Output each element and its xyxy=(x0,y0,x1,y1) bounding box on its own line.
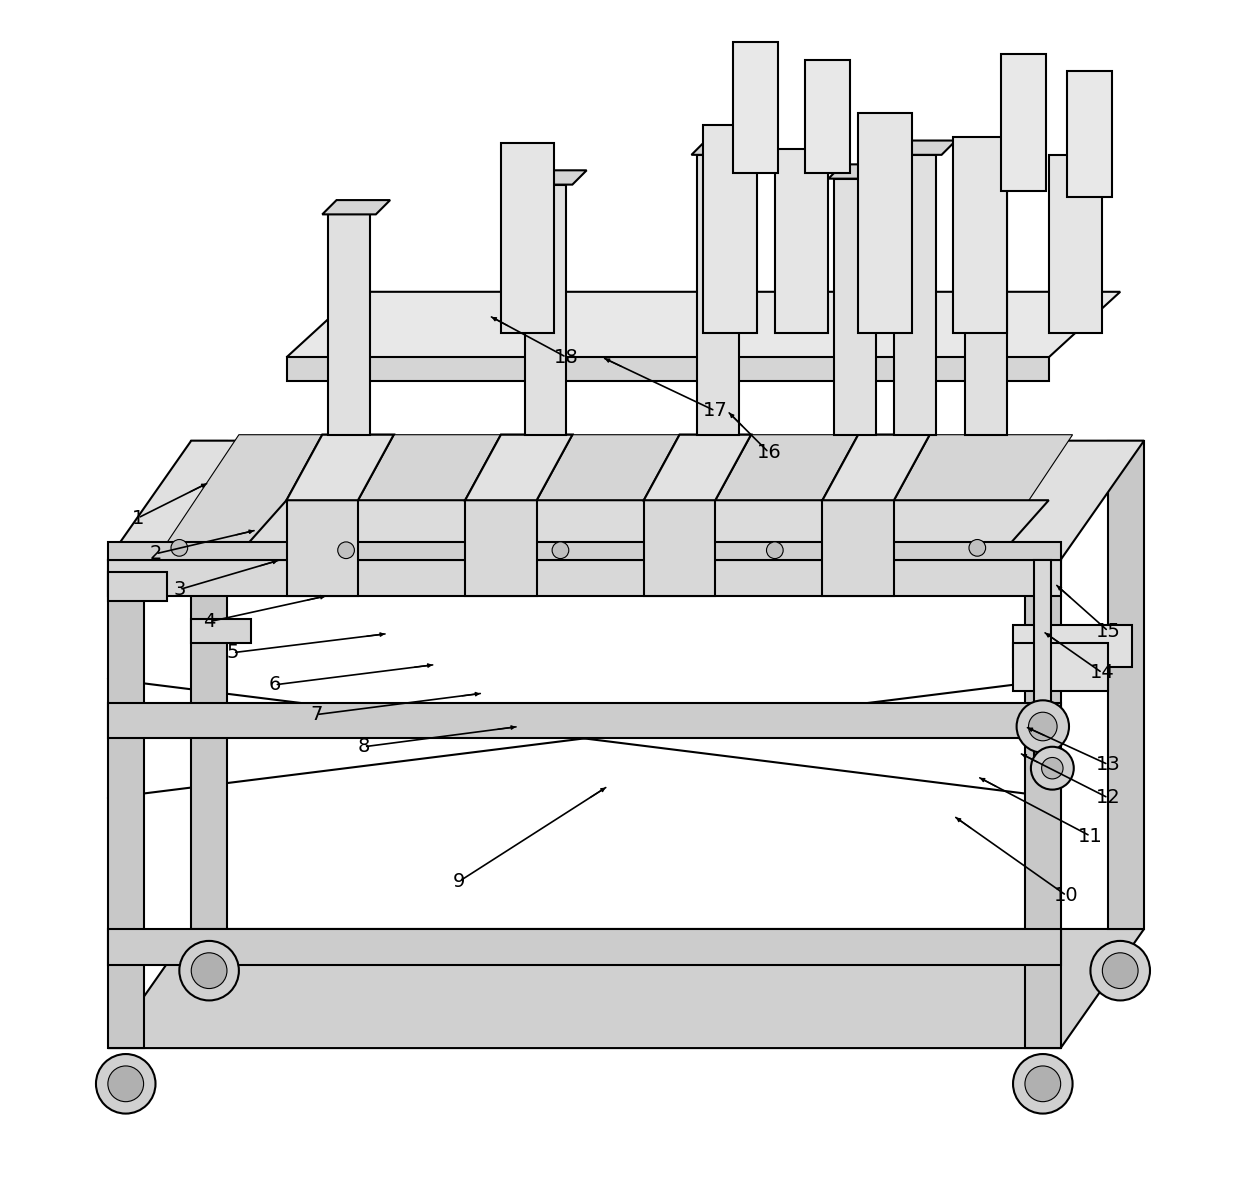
Circle shape xyxy=(1013,1054,1073,1114)
Polygon shape xyxy=(108,929,1145,1048)
Polygon shape xyxy=(1013,643,1109,691)
Circle shape xyxy=(180,941,239,1000)
Polygon shape xyxy=(108,542,1060,560)
Polygon shape xyxy=(1025,560,1060,1048)
Circle shape xyxy=(766,542,784,559)
Polygon shape xyxy=(858,113,911,333)
Polygon shape xyxy=(108,572,167,601)
Text: 12: 12 xyxy=(1096,788,1121,807)
Polygon shape xyxy=(828,164,897,179)
Polygon shape xyxy=(286,500,358,596)
Circle shape xyxy=(1025,1066,1060,1102)
Circle shape xyxy=(191,953,227,989)
Polygon shape xyxy=(954,137,1007,333)
Text: 17: 17 xyxy=(703,401,728,420)
Circle shape xyxy=(1102,953,1138,989)
Polygon shape xyxy=(465,435,573,500)
Circle shape xyxy=(968,540,986,556)
Polygon shape xyxy=(894,155,936,435)
Text: 11: 11 xyxy=(1078,827,1102,846)
Circle shape xyxy=(1030,747,1074,790)
Polygon shape xyxy=(644,500,715,596)
Circle shape xyxy=(95,1054,155,1114)
Text: 10: 10 xyxy=(1054,886,1079,905)
Circle shape xyxy=(337,542,355,559)
Polygon shape xyxy=(644,435,751,500)
Text: 2: 2 xyxy=(149,544,161,563)
Circle shape xyxy=(108,1066,144,1102)
Text: 9: 9 xyxy=(453,872,465,891)
Polygon shape xyxy=(108,703,1060,738)
Text: 13: 13 xyxy=(1096,755,1121,774)
Polygon shape xyxy=(518,170,587,185)
Polygon shape xyxy=(108,929,1060,965)
Polygon shape xyxy=(703,125,756,333)
Polygon shape xyxy=(835,179,877,435)
Polygon shape xyxy=(286,435,394,500)
Text: 6: 6 xyxy=(268,675,280,694)
Polygon shape xyxy=(191,619,250,643)
Text: 8: 8 xyxy=(358,737,370,756)
Circle shape xyxy=(1042,757,1063,779)
Text: 3: 3 xyxy=(174,580,186,599)
Polygon shape xyxy=(960,152,1027,167)
Polygon shape xyxy=(286,292,1120,357)
Polygon shape xyxy=(1001,54,1047,191)
Circle shape xyxy=(171,540,187,556)
Polygon shape xyxy=(167,435,1073,542)
Polygon shape xyxy=(465,435,573,500)
Polygon shape xyxy=(733,42,779,173)
Polygon shape xyxy=(191,441,227,929)
Polygon shape xyxy=(108,441,1145,560)
Polygon shape xyxy=(1013,625,1132,667)
Circle shape xyxy=(1090,941,1149,1000)
Circle shape xyxy=(1017,700,1069,753)
Polygon shape xyxy=(822,500,894,596)
Polygon shape xyxy=(822,435,930,500)
Text: 7: 7 xyxy=(310,705,322,724)
Text: 15: 15 xyxy=(1096,622,1121,641)
Polygon shape xyxy=(322,200,391,214)
Polygon shape xyxy=(108,560,1060,596)
Polygon shape xyxy=(1049,155,1102,333)
Polygon shape xyxy=(888,141,956,155)
Circle shape xyxy=(1028,712,1056,741)
Polygon shape xyxy=(692,141,759,155)
Polygon shape xyxy=(525,185,567,435)
Polygon shape xyxy=(1066,71,1112,197)
Polygon shape xyxy=(239,500,1049,554)
Polygon shape xyxy=(697,155,739,435)
Text: 5: 5 xyxy=(227,643,239,662)
Polygon shape xyxy=(775,149,828,333)
Text: 16: 16 xyxy=(756,443,781,462)
Polygon shape xyxy=(108,560,144,1048)
Polygon shape xyxy=(1109,441,1145,929)
Polygon shape xyxy=(966,167,1007,435)
Polygon shape xyxy=(465,500,537,596)
Polygon shape xyxy=(286,435,394,500)
Text: 4: 4 xyxy=(203,612,216,631)
Text: 1: 1 xyxy=(131,509,144,528)
Polygon shape xyxy=(286,357,1049,381)
Polygon shape xyxy=(644,435,751,500)
Polygon shape xyxy=(822,435,930,500)
Polygon shape xyxy=(329,214,370,435)
Polygon shape xyxy=(805,60,849,173)
Text: 18: 18 xyxy=(554,348,579,367)
Circle shape xyxy=(552,542,569,559)
Polygon shape xyxy=(501,143,554,333)
Text: 14: 14 xyxy=(1090,663,1115,682)
Polygon shape xyxy=(1034,560,1052,762)
